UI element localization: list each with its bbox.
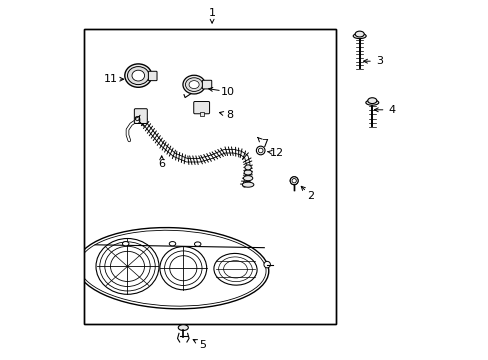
Ellipse shape — [178, 325, 188, 330]
Ellipse shape — [354, 31, 364, 37]
Ellipse shape — [122, 242, 129, 246]
Ellipse shape — [242, 182, 253, 187]
Ellipse shape — [160, 247, 206, 290]
Ellipse shape — [243, 176, 252, 181]
Ellipse shape — [194, 242, 201, 246]
Bar — [84, 29, 336, 324]
Text: 8: 8 — [226, 110, 233, 120]
Ellipse shape — [258, 148, 263, 153]
Ellipse shape — [76, 228, 268, 309]
Ellipse shape — [365, 100, 378, 105]
Bar — [64, 0, 424, 29]
Text: 7: 7 — [260, 139, 267, 149]
Text: 3: 3 — [375, 56, 382, 66]
Text: 2: 2 — [307, 191, 314, 201]
Ellipse shape — [354, 31, 364, 37]
Ellipse shape — [367, 98, 376, 104]
Ellipse shape — [244, 170, 251, 175]
Ellipse shape — [264, 261, 270, 268]
Text: 1: 1 — [208, 8, 215, 18]
Text: 12: 12 — [269, 148, 284, 158]
Ellipse shape — [291, 179, 296, 183]
Ellipse shape — [183, 75, 205, 94]
Text: 4: 4 — [388, 105, 395, 115]
Text: 5: 5 — [199, 340, 206, 350]
FancyBboxPatch shape — [193, 102, 209, 114]
Bar — [84, 29, 336, 324]
Ellipse shape — [178, 325, 188, 330]
Text: 9: 9 — [133, 116, 140, 126]
Bar — [200, 112, 204, 116]
Ellipse shape — [96, 238, 159, 294]
Ellipse shape — [365, 100, 378, 105]
Ellipse shape — [291, 179, 296, 183]
Bar — [336, 0, 424, 360]
Ellipse shape — [189, 81, 199, 89]
Ellipse shape — [244, 165, 251, 170]
Text: 11: 11 — [104, 74, 118, 84]
Ellipse shape — [352, 33, 366, 39]
Ellipse shape — [127, 67, 149, 85]
FancyBboxPatch shape — [148, 71, 157, 81]
Ellipse shape — [352, 33, 366, 39]
Ellipse shape — [213, 253, 257, 285]
FancyBboxPatch shape — [134, 109, 147, 123]
Ellipse shape — [124, 64, 151, 87]
Ellipse shape — [185, 78, 203, 91]
Ellipse shape — [169, 242, 175, 246]
Text: 10: 10 — [221, 87, 235, 97]
Ellipse shape — [289, 177, 298, 185]
Bar — [64, 0, 84, 360]
Bar — [64, 324, 424, 360]
FancyBboxPatch shape — [202, 80, 211, 89]
Ellipse shape — [367, 98, 376, 104]
Ellipse shape — [289, 177, 298, 185]
Ellipse shape — [256, 146, 264, 155]
Text: 6: 6 — [158, 159, 165, 169]
Ellipse shape — [132, 70, 144, 81]
